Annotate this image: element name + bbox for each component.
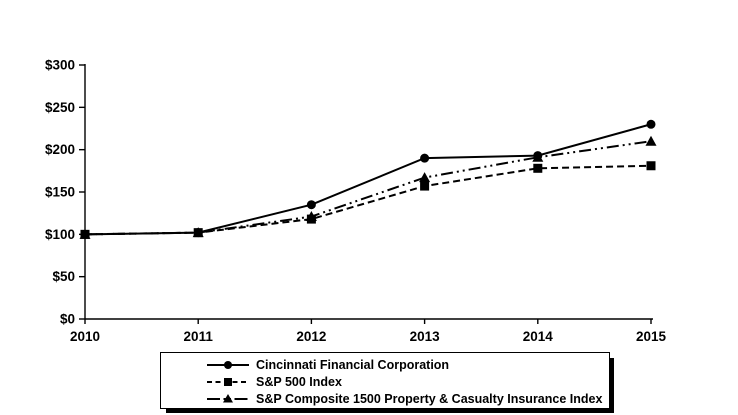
- data-point-marker: [420, 181, 430, 191]
- x-tick-label: 2015: [636, 329, 667, 344]
- legend-label: S&P Composite 1500 Property & Casualty I…: [256, 391, 603, 406]
- dash-dot-line-triangle-marker-icon: [207, 393, 249, 402]
- dashed-line-square-marker-icon: [207, 377, 249, 386]
- data-point-marker: [420, 153, 430, 163]
- y-tick-label: $150: [45, 185, 75, 200]
- legend-label: Cincinnati Financial Corporation: [256, 357, 450, 372]
- data-point-marker: [646, 161, 656, 171]
- legend-label: S&P 500 Index: [256, 374, 342, 389]
- series-line-2: [84, 140, 652, 236]
- y-tick-label: $250: [45, 100, 75, 115]
- legend-item-cincinnati-financial: Cincinnati Financial Corporation: [207, 356, 609, 373]
- legend-item-sp-composite-1500: S&P Composite 1500 Property & Casualty I…: [207, 390, 609, 407]
- y-tick-label: $200: [45, 142, 75, 157]
- data-point-marker: [306, 200, 316, 210]
- series-line-1: [84, 164, 652, 236]
- data-point-marker: [645, 135, 657, 146]
- chart-legend: Cincinnati Financial Corporation S&P 500…: [160, 352, 610, 409]
- legend-item-sp500: S&P 500 Index: [207, 373, 609, 390]
- data-point-marker: [305, 211, 317, 222]
- x-tick-label: 2012: [296, 329, 326, 344]
- solid-line-circle-marker-icon: [207, 360, 249, 369]
- x-tick-label: 2014: [523, 329, 554, 344]
- y-tick-label: $100: [45, 227, 75, 242]
- data-point-marker: [532, 151, 544, 162]
- y-tick-label: $300: [45, 58, 75, 73]
- y-tick-label: $0: [60, 312, 75, 327]
- y-tick-label: $50: [52, 269, 75, 284]
- series-line-0: [84, 123, 652, 236]
- x-tick-label: 2011: [184, 329, 214, 344]
- data-point-marker: [79, 228, 91, 239]
- x-tick-label: 2010: [70, 329, 100, 344]
- data-point-marker: [192, 227, 204, 238]
- data-point-marker: [533, 163, 543, 173]
- x-tick-label: 2013: [410, 329, 441, 344]
- data-point-marker: [646, 119, 656, 129]
- data-point-marker: [419, 172, 431, 183]
